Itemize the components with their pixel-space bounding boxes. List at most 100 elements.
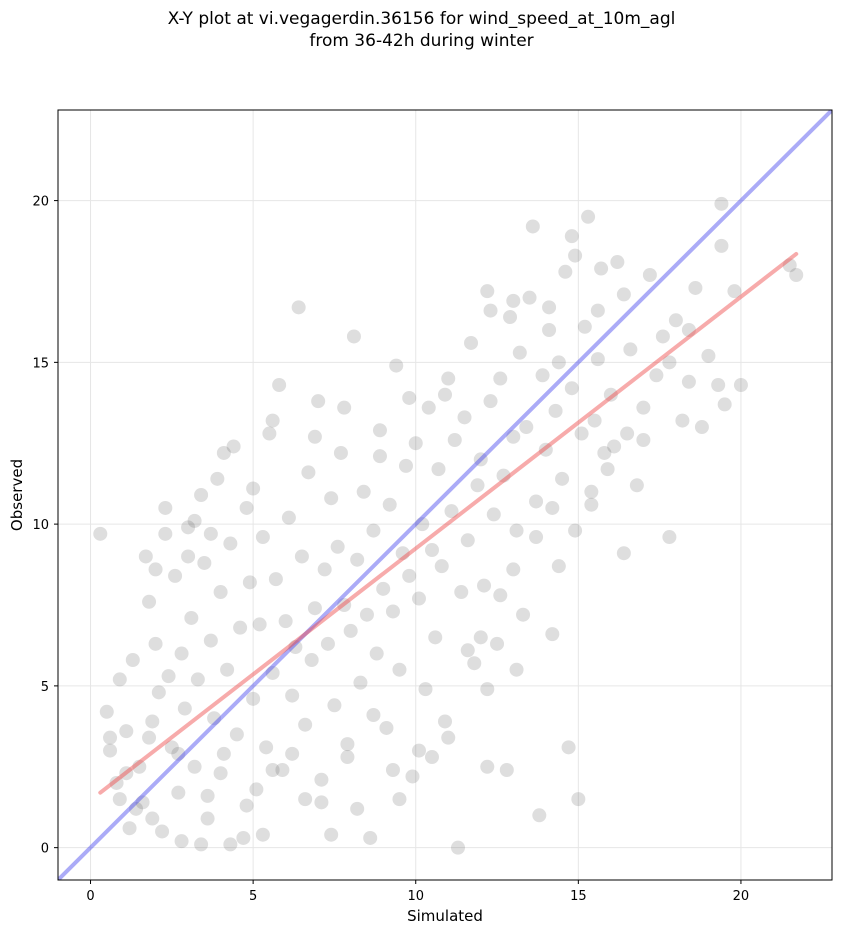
scatter-point bbox=[499, 763, 514, 777]
scatter-point bbox=[424, 543, 439, 557]
scatter-point bbox=[480, 284, 495, 299]
scatter-point bbox=[194, 488, 209, 502]
x-tick-label: 5 bbox=[249, 889, 257, 904]
scatter-point bbox=[431, 462, 446, 477]
scatter-point bbox=[200, 811, 215, 826]
scatter-point bbox=[330, 539, 345, 554]
y-tick-label: 10 bbox=[32, 518, 49, 533]
scatter-point bbox=[441, 730, 456, 745]
scatter-point bbox=[564, 229, 579, 244]
scatter-point bbox=[320, 636, 335, 651]
scatter-point bbox=[516, 607, 531, 622]
scatter-point bbox=[392, 662, 407, 677]
scatter-point bbox=[454, 585, 469, 600]
scatter-point bbox=[200, 788, 215, 803]
scatter-point bbox=[294, 549, 309, 564]
scatter-point bbox=[181, 520, 196, 535]
scatter-point bbox=[483, 303, 498, 318]
scatter-point bbox=[496, 468, 511, 483]
scatter-point bbox=[249, 782, 264, 797]
scatter-point bbox=[503, 310, 518, 325]
scatter-point bbox=[363, 830, 378, 845]
scatter-point bbox=[590, 303, 605, 318]
scatter-point bbox=[242, 575, 257, 590]
scatter-point bbox=[532, 808, 547, 823]
scatter-point bbox=[711, 378, 726, 392]
scatter-point bbox=[701, 348, 716, 363]
scatter-point bbox=[129, 801, 144, 816]
scatter-point bbox=[405, 769, 420, 784]
scatter-point bbox=[255, 827, 270, 842]
scatter-point bbox=[314, 795, 329, 810]
chart-title-line-2: from 36-42h during winter bbox=[309, 31, 534, 51]
scatter-point bbox=[148, 636, 163, 651]
scatter-point bbox=[616, 287, 631, 302]
scatter-point bbox=[171, 746, 186, 761]
scatter-point bbox=[366, 708, 381, 722]
scatter-point bbox=[350, 801, 365, 816]
scatter-point bbox=[568, 523, 583, 538]
scatter-point bbox=[385, 604, 400, 619]
scatter-point bbox=[434, 559, 449, 574]
scatter-point bbox=[493, 588, 508, 603]
x-tick-label: 20 bbox=[733, 889, 750, 904]
scatter-point bbox=[337, 598, 352, 612]
scatter-point bbox=[340, 737, 355, 752]
scatter-point bbox=[506, 562, 521, 577]
scatter-point bbox=[350, 552, 365, 567]
scatter-point bbox=[584, 497, 599, 512]
scatter-point bbox=[464, 335, 479, 350]
scatter-point bbox=[548, 403, 563, 418]
scatter-point bbox=[564, 381, 579, 396]
scatter-point bbox=[122, 821, 137, 836]
scatter-point bbox=[542, 300, 557, 315]
scatter-point bbox=[252, 617, 267, 632]
scatter-point bbox=[314, 772, 329, 787]
scatter-point bbox=[265, 413, 280, 428]
scatter-point bbox=[441, 371, 456, 386]
scatter-point bbox=[216, 445, 231, 460]
scatter-point bbox=[135, 795, 150, 810]
scatter-point bbox=[551, 355, 566, 370]
scatter-point bbox=[109, 775, 124, 790]
scatter-point bbox=[359, 607, 374, 622]
scatter-point bbox=[223, 837, 238, 852]
scatter-point bbox=[415, 517, 430, 532]
scatter-point bbox=[246, 481, 261, 496]
scatter-point bbox=[285, 688, 300, 703]
scatter-point bbox=[545, 627, 560, 642]
scatter-point bbox=[600, 462, 615, 477]
scatter-point bbox=[343, 623, 358, 638]
scatter-point bbox=[379, 720, 394, 735]
scatter-point bbox=[421, 400, 436, 415]
scatter-point bbox=[184, 610, 199, 625]
scatter-point bbox=[317, 562, 332, 577]
y-tick-label: 0 bbox=[41, 842, 49, 857]
scatter-point bbox=[229, 727, 244, 742]
scatter-point bbox=[148, 562, 163, 577]
scatter-point bbox=[132, 759, 147, 774]
scatter-point bbox=[655, 329, 670, 344]
scatter-point bbox=[616, 546, 631, 561]
scatter-point bbox=[568, 248, 583, 263]
scatter-point bbox=[177, 701, 192, 716]
scatter-point bbox=[181, 549, 196, 564]
y-tick-label: 5 bbox=[41, 680, 49, 695]
scatter-point bbox=[509, 523, 524, 538]
scatter-point bbox=[681, 374, 696, 389]
scatter-point bbox=[246, 691, 261, 706]
scatter-point bbox=[142, 730, 157, 745]
scatter-point bbox=[717, 397, 732, 412]
scatter-point bbox=[668, 313, 683, 328]
scatter-point bbox=[642, 268, 657, 282]
scatter-point bbox=[389, 358, 404, 373]
scatter-point bbox=[577, 319, 592, 334]
scatter-point bbox=[662, 355, 677, 370]
scatter-point bbox=[164, 740, 179, 755]
scatter-point bbox=[473, 630, 488, 645]
scatter-point bbox=[522, 290, 537, 305]
scatter-point bbox=[142, 594, 157, 609]
scatter-point bbox=[623, 342, 638, 357]
scatter-point bbox=[395, 546, 410, 561]
scatter-point bbox=[236, 830, 251, 845]
